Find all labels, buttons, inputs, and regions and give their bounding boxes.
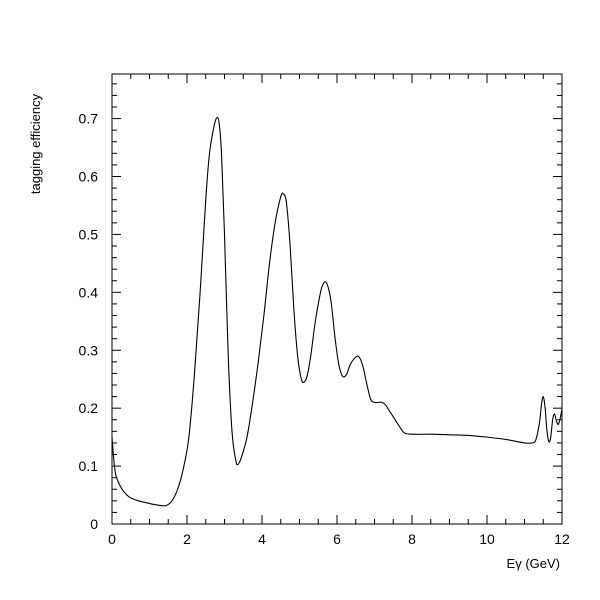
- y-axis-label: tagging efficiency: [28, 93, 43, 194]
- x-axis-ticks: [111, 74, 563, 524]
- x-tick-label: 6: [333, 531, 341, 547]
- x-tick-label: 10: [479, 531, 495, 547]
- x-tick-label: 4: [258, 531, 266, 547]
- x-tick-label: 12: [554, 531, 570, 547]
- y-axis-ticks: [112, 83, 562, 525]
- x-tick-label: 8: [408, 531, 416, 547]
- y-tick-label: 0.5: [79, 226, 99, 242]
- x-axis-label: Eγ (GeV): [507, 556, 560, 571]
- y-tick-label: 0.4: [79, 284, 99, 300]
- y-tick-label: 0.7: [79, 111, 99, 127]
- series-line: [111, 116, 563, 507]
- y-tick-label: 0.1: [79, 458, 99, 474]
- y-tick-label: 0.3: [79, 342, 99, 358]
- x-axis-tick-labels: 0 2 4 6 8 10 12: [108, 531, 570, 547]
- y-tick-label: 0: [90, 516, 98, 532]
- y-axis-tick-labels: 0 0.1 0.2 0.3 0.4 0.5 0.6 0.7: [79, 111, 99, 532]
- y-tick-label: 0.6: [79, 169, 99, 185]
- x-tick-label: 2: [183, 531, 191, 547]
- x-tick-label: 0: [108, 531, 116, 547]
- y-tick-label: 0.2: [79, 400, 99, 416]
- plot-frame: [111, 73, 563, 525]
